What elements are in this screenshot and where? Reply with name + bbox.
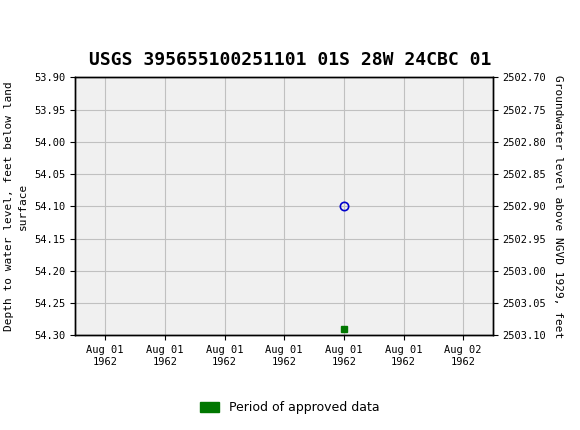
Text: USGS 395655100251101 01S 28W 24CBC 01: USGS 395655100251101 01S 28W 24CBC 01 — [89, 51, 491, 69]
Y-axis label: Depth to water level, feet below land
surface: Depth to water level, feet below land su… — [4, 82, 27, 331]
Y-axis label: Groundwater level above NGVD 1929, feet: Groundwater level above NGVD 1929, feet — [553, 75, 563, 338]
Text: ≡USGS: ≡USGS — [12, 16, 99, 36]
Legend: Period of approved data: Period of approved data — [195, 396, 385, 419]
